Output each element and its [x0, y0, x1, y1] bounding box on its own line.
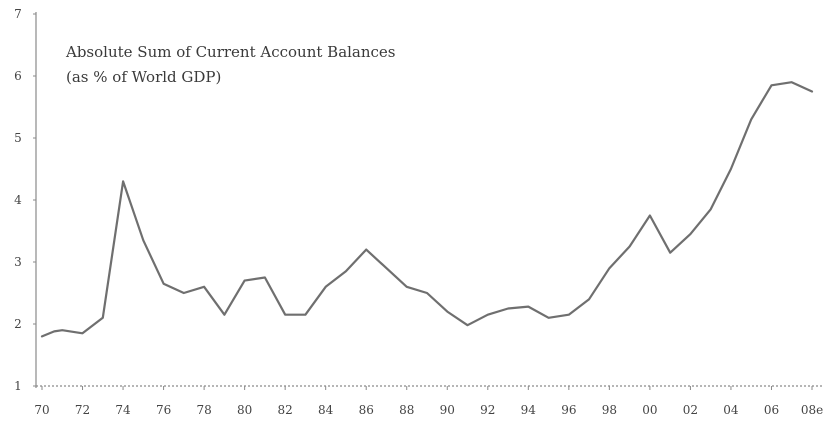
x-tick-label: 96: [561, 403, 576, 417]
x-tick-label: 76: [156, 403, 171, 417]
y-tick-label: 7: [14, 7, 22, 21]
x-tick-label: 74: [115, 403, 131, 417]
x-tick-label: 70: [34, 403, 49, 417]
x-tick-label: 78: [196, 403, 211, 417]
y-axis-ticks: 1 2 3 4 5 6 7: [14, 7, 36, 393]
x-tick-label: 94: [521, 403, 537, 417]
x-tick-label: 72: [75, 403, 90, 417]
y-tick-label: 6: [14, 69, 22, 83]
x-tick-label: 00: [642, 403, 657, 417]
y-tick-label: 5: [14, 131, 22, 145]
y-tick-label: 1: [14, 379, 22, 393]
x-tick-label: 90: [440, 403, 455, 417]
y-tick-label: 2: [14, 317, 22, 331]
series-line-current-account-balances: [40, 81, 814, 338]
x-tick-label: 80: [237, 403, 252, 417]
chart-title-line-1: Absolute Sum of Current Account Balances: [65, 43, 396, 61]
x-tick-label: 04: [723, 403, 739, 417]
x-tick-label: 06: [764, 403, 779, 417]
x-tick-label: 92: [480, 403, 495, 417]
x-tick-label: 08e: [801, 403, 823, 417]
x-tick-label: 82: [278, 403, 293, 417]
x-tick-label: 02: [683, 403, 698, 417]
x-tick-label: 86: [359, 403, 374, 417]
y-tick-label: 3: [14, 255, 22, 269]
x-tick-label: 88: [399, 403, 414, 417]
chart-title-line-2: (as % of World GDP): [66, 68, 221, 86]
x-axis-ticks: 70 72 74 76 78 80 82 84 86 88 90 92 94 96 98 00 02 04 06 08…: [34, 386, 823, 417]
x-tick-label: 98: [602, 403, 617, 417]
y-tick-label: 4: [14, 193, 22, 207]
x-tick-label: 84: [318, 403, 334, 417]
